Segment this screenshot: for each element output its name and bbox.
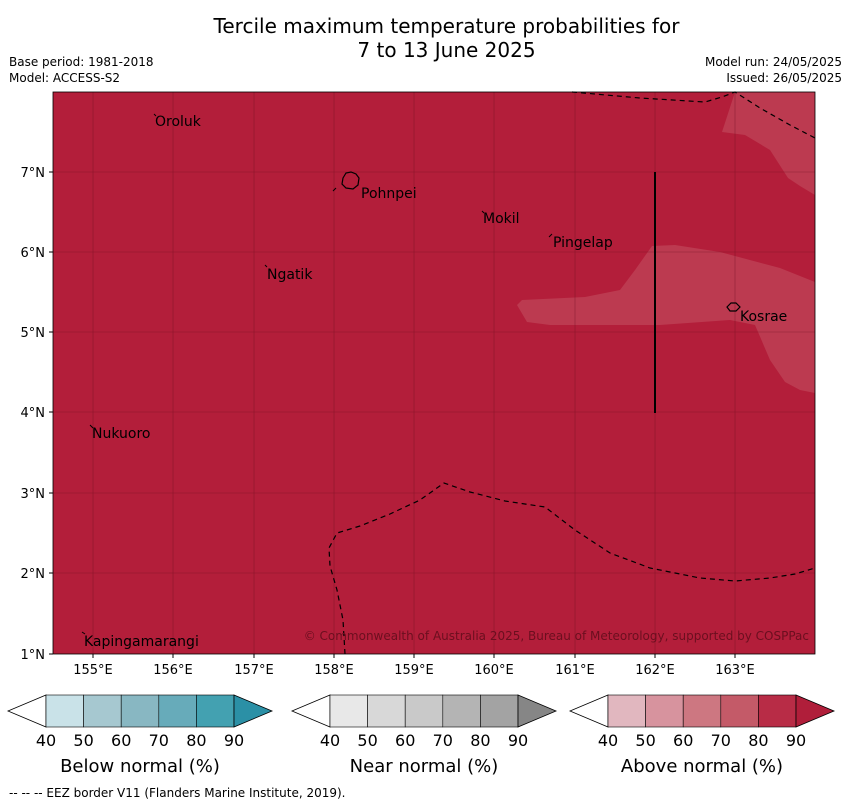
map-title-line2: 7 to 13 June 2025 (357, 38, 536, 62)
lat-tick: 4°N (21, 406, 46, 421)
colorbar-segment (83, 694, 122, 728)
colorbar-tick-label: 50 (73, 731, 93, 750)
mokil-atoll (481, 210, 485, 214)
colorbar-tick-label: 60 (111, 731, 131, 750)
lon-tick: 162°E (635, 663, 675, 678)
gridlines (53, 92, 815, 654)
label-mokil: Mokil (483, 211, 520, 227)
colorbar-tick-label: 70 (149, 731, 169, 750)
lat-tick: 2°N (21, 567, 46, 582)
ngatik-atoll (264, 264, 268, 268)
colorbar-extend-high (517, 694, 558, 728)
colorbar-tick-label: 90 (508, 731, 528, 750)
colorbar-tick-label: 80 (748, 731, 768, 750)
nukuoro-atoll (89, 424, 94, 429)
base-period: Base period: 1981-2018 (9, 55, 154, 69)
colorbar-extend-high (795, 694, 836, 728)
lon-tick: 159°E (394, 663, 434, 678)
lat-tick: 5°N (21, 326, 46, 341)
colorbar-tick-label: 50 (357, 731, 377, 750)
lat-tick: 3°N (21, 487, 46, 502)
lon-axis: 155°E 156°E 157°E 158°E 159°E 160°E 161°… (73, 654, 755, 678)
lat-tick: 6°N (21, 246, 46, 261)
lon-tick: 156°E (153, 663, 193, 678)
colorbar-tick-label: 90 (224, 731, 244, 750)
kapingamarangi-atoll (81, 631, 86, 635)
oroluk-atoll (153, 113, 157, 117)
zone-lighter-kosrae (517, 245, 815, 393)
colorbar-segment (367, 694, 406, 728)
colorbar-extend-low (290, 694, 331, 728)
map-area (53, 92, 815, 654)
colorbar-tick-label: 70 (711, 731, 731, 750)
below-normal-label: Below normal (%) (60, 756, 220, 777)
colorbar-tick-label: 40 (320, 731, 340, 750)
colorbar-segment (158, 694, 197, 728)
lon-tick: 157°E (234, 663, 274, 678)
colorbar-segment (442, 694, 481, 728)
colorbar-segment (196, 694, 235, 728)
colorbar-tick-label: 60 (395, 731, 415, 750)
colorbar-segment (758, 694, 797, 728)
map-frame (52, 91, 816, 655)
colorbar-extend-high (233, 694, 274, 728)
colorbar-segment (45, 694, 84, 728)
model-run-date: Model run: 24/05/2025 (704, 55, 842, 69)
colorbar-tick-label: 40 (36, 731, 56, 750)
pohnpei-island (341, 171, 360, 190)
zone-lighter-east (722, 92, 815, 195)
colorbar-segment (120, 694, 160, 728)
label-kosrae: Kosrae (740, 309, 787, 325)
lon-tick: 161°E (555, 663, 595, 678)
label-pingelap: Pingelap (553, 235, 613, 251)
colorbar-tick-label: 60 (673, 731, 693, 750)
issued-date: Issued: 26/05/2025 (726, 71, 842, 85)
colorbar-extend-low (568, 694, 609, 728)
lon-tick: 160°E (474, 663, 514, 678)
colorbar-tick-label: 40 (598, 731, 618, 750)
lon-tick: 163°E (715, 663, 755, 678)
label-nukuoro: Nukuoro (92, 426, 150, 442)
lon-tick: 155°E (73, 663, 113, 678)
eez-footnote: -- -- -- EEZ border V11 (Flanders Marine… (9, 786, 346, 800)
colorbar-extend-low (6, 694, 47, 728)
kosrae-island (726, 302, 741, 312)
label-oroluk: Oroluk (155, 114, 202, 130)
colorbar-tick-label: 90 (786, 731, 806, 750)
colorbar-tick-label: 80 (470, 731, 490, 750)
colorbar-segment (720, 694, 759, 728)
above-normal-label: Above normal (%) (621, 756, 783, 777)
near-normal-label: Near normal (%) (350, 756, 499, 777)
copyright-notice: © Commonwealth of Australia 2025, Bureau… (304, 629, 809, 643)
lat-tick: 7°N (21, 166, 46, 181)
lon-tick: 158°E (314, 663, 354, 678)
pohnpei-islet (332, 187, 337, 192)
colorbar-tick-label: 50 (635, 731, 655, 750)
label-kapingamarangi: Kapingamarangi (84, 634, 199, 650)
map-title-line1: Tercile maximum temperature probabilitie… (213, 14, 680, 38)
lat-axis: 7°N 6°N 5°N 4°N 3°N 2°N 1°N (21, 166, 53, 663)
colorbar-segment (645, 694, 684, 728)
colorbar-segment (329, 694, 368, 728)
lat-tick: 1°N (21, 648, 46, 663)
colorbar-tick-label: 70 (433, 731, 453, 750)
colorbar-segment (480, 694, 519, 728)
label-pohnpei: Pohnpei (361, 186, 417, 202)
pingelap-atoll (548, 233, 553, 238)
colorbar-segment (682, 694, 722, 728)
near-normal-colorbar: 40 50 60 70 80 90 Near normal (%) (290, 694, 558, 777)
label-ngatik: Ngatik (267, 267, 313, 283)
eez-border-south (328, 482, 816, 655)
colorbar-segment (404, 694, 444, 728)
colorbar-segment (607, 694, 646, 728)
model-name: Model: ACCESS-S2 (9, 71, 121, 85)
colorbar-tick-label: 80 (186, 731, 206, 750)
